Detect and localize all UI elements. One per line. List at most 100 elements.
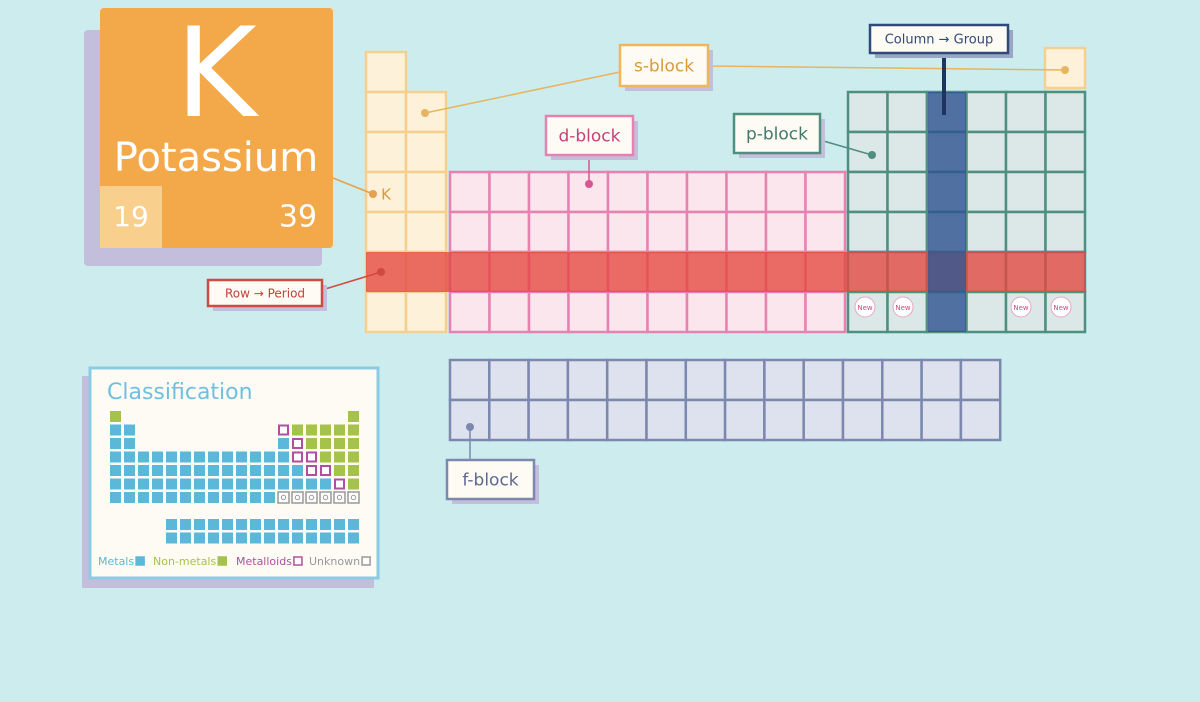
mini-cell	[222, 519, 233, 530]
mini-cell	[278, 424, 289, 436]
leader-dot	[1061, 66, 1069, 74]
mini-cell	[348, 519, 359, 530]
mini-cell	[138, 478, 149, 490]
mini-cell	[166, 478, 177, 490]
label-box	[732, 112, 822, 155]
mini-cell	[320, 438, 331, 449]
table-cell	[965, 170, 1008, 214]
table-cell	[527, 398, 570, 442]
mini-cell	[292, 424, 303, 436]
legend-swatch	[135, 556, 145, 566]
mini-cell	[124, 424, 135, 436]
table-cell	[920, 398, 963, 442]
mini-cell	[278, 478, 289, 490]
label-box	[206, 278, 324, 308]
mini-cell	[348, 532, 359, 544]
table-cell	[846, 90, 889, 134]
mini-cell	[208, 532, 219, 544]
mini-cell	[291, 491, 304, 504]
mini-cell	[347, 491, 360, 504]
mini-cell	[110, 465, 121, 476]
table-cell	[881, 358, 923, 402]
legend-label: Metalloids	[236, 555, 292, 568]
mini-cell	[292, 465, 303, 476]
table-cell	[1044, 90, 1087, 134]
label-box	[445, 458, 536, 501]
mini-cell	[194, 492, 205, 503]
table-cell	[404, 130, 448, 174]
mini-cell	[138, 492, 149, 503]
table-cell	[763, 358, 805, 402]
table-cell	[364, 50, 408, 94]
mini-cell	[320, 465, 331, 476]
number-box	[100, 186, 162, 248]
mini-cell	[306, 451, 317, 463]
mini-cell	[110, 478, 121, 490]
table-cell	[841, 358, 884, 402]
label-text: p-block	[746, 125, 808, 145]
mini-cell	[110, 451, 121, 463]
mini-dot	[322, 494, 329, 501]
mini-cell	[208, 451, 219, 463]
table-cell	[684, 398, 727, 442]
table-cell	[605, 398, 648, 442]
table-cell	[886, 130, 929, 174]
table-cell	[364, 210, 408, 254]
element-name: Potassium	[114, 135, 318, 181]
legend-swatch	[217, 556, 227, 566]
table-cell	[364, 290, 408, 334]
mini-cell	[278, 438, 289, 449]
mini-cell	[348, 411, 359, 422]
mini-cell	[320, 478, 331, 490]
leader-dot	[868, 151, 876, 159]
mini-cell	[334, 478, 345, 490]
new-badge	[854, 296, 876, 318]
mini-cell	[320, 451, 331, 463]
mini-cell	[250, 492, 261, 503]
table-cell	[566, 358, 609, 402]
table-cell	[646, 170, 689, 214]
label-box	[868, 23, 1010, 55]
table-cell	[646, 290, 689, 334]
table-cell	[1004, 170, 1047, 214]
mini-cell	[152, 465, 163, 476]
mini-cell	[124, 492, 135, 503]
table-cell	[404, 290, 448, 334]
legend-swatch	[361, 556, 371, 566]
mini-cell	[305, 491, 318, 504]
mini-cell	[348, 451, 359, 463]
mini-cell	[250, 532, 261, 544]
table-cell	[404, 210, 448, 254]
table-cell	[488, 358, 530, 402]
mini-cell	[236, 519, 247, 530]
mini-cell	[250, 465, 261, 476]
table-cell	[566, 398, 609, 442]
mini-cell	[334, 465, 345, 476]
table-cell	[527, 290, 570, 334]
table-cell	[605, 358, 648, 402]
mini-cell	[180, 492, 191, 503]
mini-cell	[250, 519, 261, 530]
table-cell	[364, 130, 408, 174]
mini-cell	[348, 424, 359, 436]
k-marker: K	[381, 186, 392, 204]
mini-cell	[166, 532, 177, 544]
group-highlight	[928, 92, 966, 332]
mini-cell	[124, 451, 135, 463]
mini-cell	[277, 491, 290, 504]
table-cell	[886, 210, 929, 254]
table-cell	[448, 170, 491, 214]
table-cell	[527, 358, 570, 402]
mini-cell	[306, 532, 317, 544]
new-badge	[1050, 296, 1072, 318]
mini-cell	[292, 532, 303, 544]
legend-label: Unknown	[309, 555, 360, 568]
label-text: f-block	[462, 471, 518, 491]
mini-cell	[110, 492, 121, 503]
label-box	[544, 114, 635, 157]
table-cell	[1044, 130, 1087, 174]
table-cell	[959, 398, 1002, 442]
leader-line	[819, 139, 873, 156]
table-cell	[846, 210, 889, 254]
mini-cell	[334, 451, 345, 463]
